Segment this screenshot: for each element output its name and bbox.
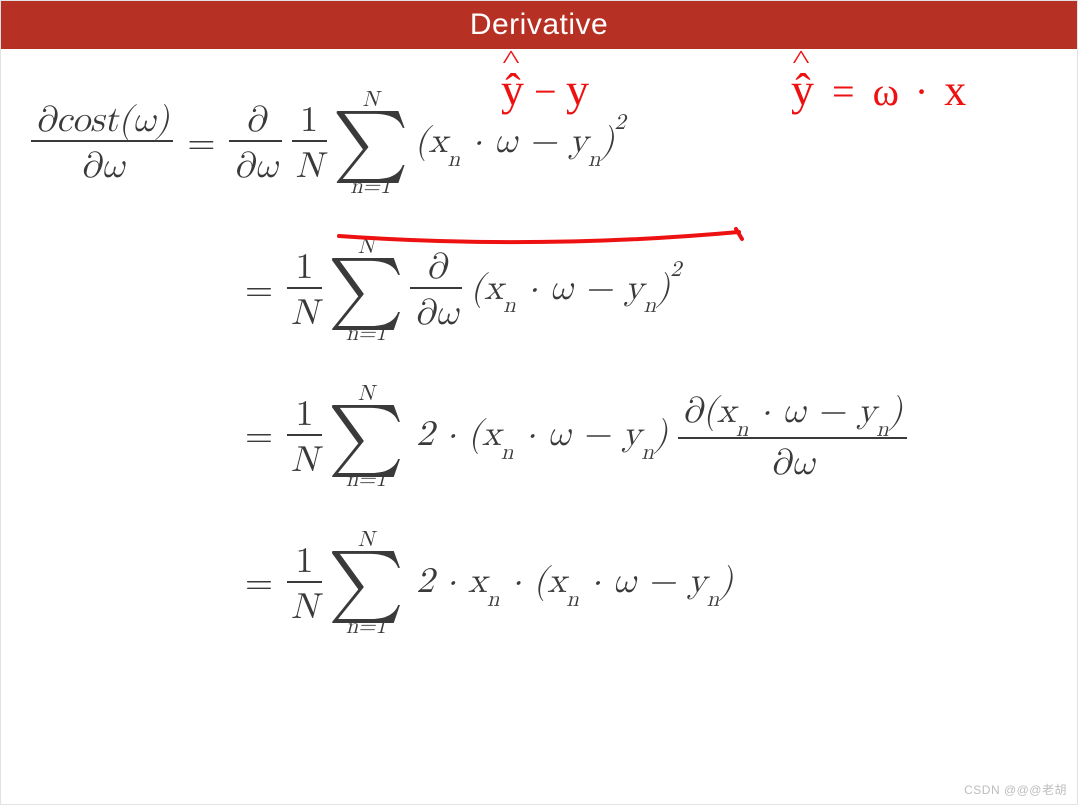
one-over-N: 1 N xyxy=(287,394,322,480)
equals: = xyxy=(231,562,287,605)
sum-lower: n=1 xyxy=(346,469,386,491)
slide-title-bar: Derivative xyxy=(1,1,1077,49)
summation: N ∑ n=1 xyxy=(328,383,404,492)
equals: = xyxy=(231,415,287,458)
equation-line-4: = 1 N N ∑ n=1 2 · xn · (xn · ω − yn) xyxy=(31,529,1047,638)
summand-3a: 2 · (xn · ω − yn) xyxy=(416,413,668,460)
watermark: CSDN @@@老胡 xyxy=(964,781,1067,798)
slide-body: ∂cost(ω) ∂ω = ∂ ∂ω 1 N N ∑ n=1 (xn · ω −… xyxy=(1,49,1077,638)
one-over-N: 1 N xyxy=(287,541,322,627)
chain-num: ∂(xn · ω − yn) xyxy=(678,391,907,438)
sum-lower: n=1 xyxy=(346,616,386,638)
one: 1 xyxy=(292,394,318,434)
summand-4: 2 · xn · (xn · ω − yn) xyxy=(416,560,733,607)
chain-fraction: ∂(xn · ω − yn) ∂ω xyxy=(678,391,907,484)
equation-line-3: = 1 N N ∑ n=1 2 · (xn · ω − yn) ∂(xn · ω… xyxy=(31,383,1047,492)
sigma-icon: ∑ xyxy=(328,551,404,616)
big-N: N xyxy=(287,587,322,627)
sigma-icon: ∑ xyxy=(328,405,404,470)
summation: N ∑ n=1 xyxy=(328,529,404,638)
slide-title: Derivative xyxy=(470,8,608,41)
one: 1 xyxy=(292,541,318,581)
annotation-underline xyxy=(1,49,1078,349)
chain-den: ∂ω xyxy=(766,443,818,483)
big-N: N xyxy=(287,440,322,480)
